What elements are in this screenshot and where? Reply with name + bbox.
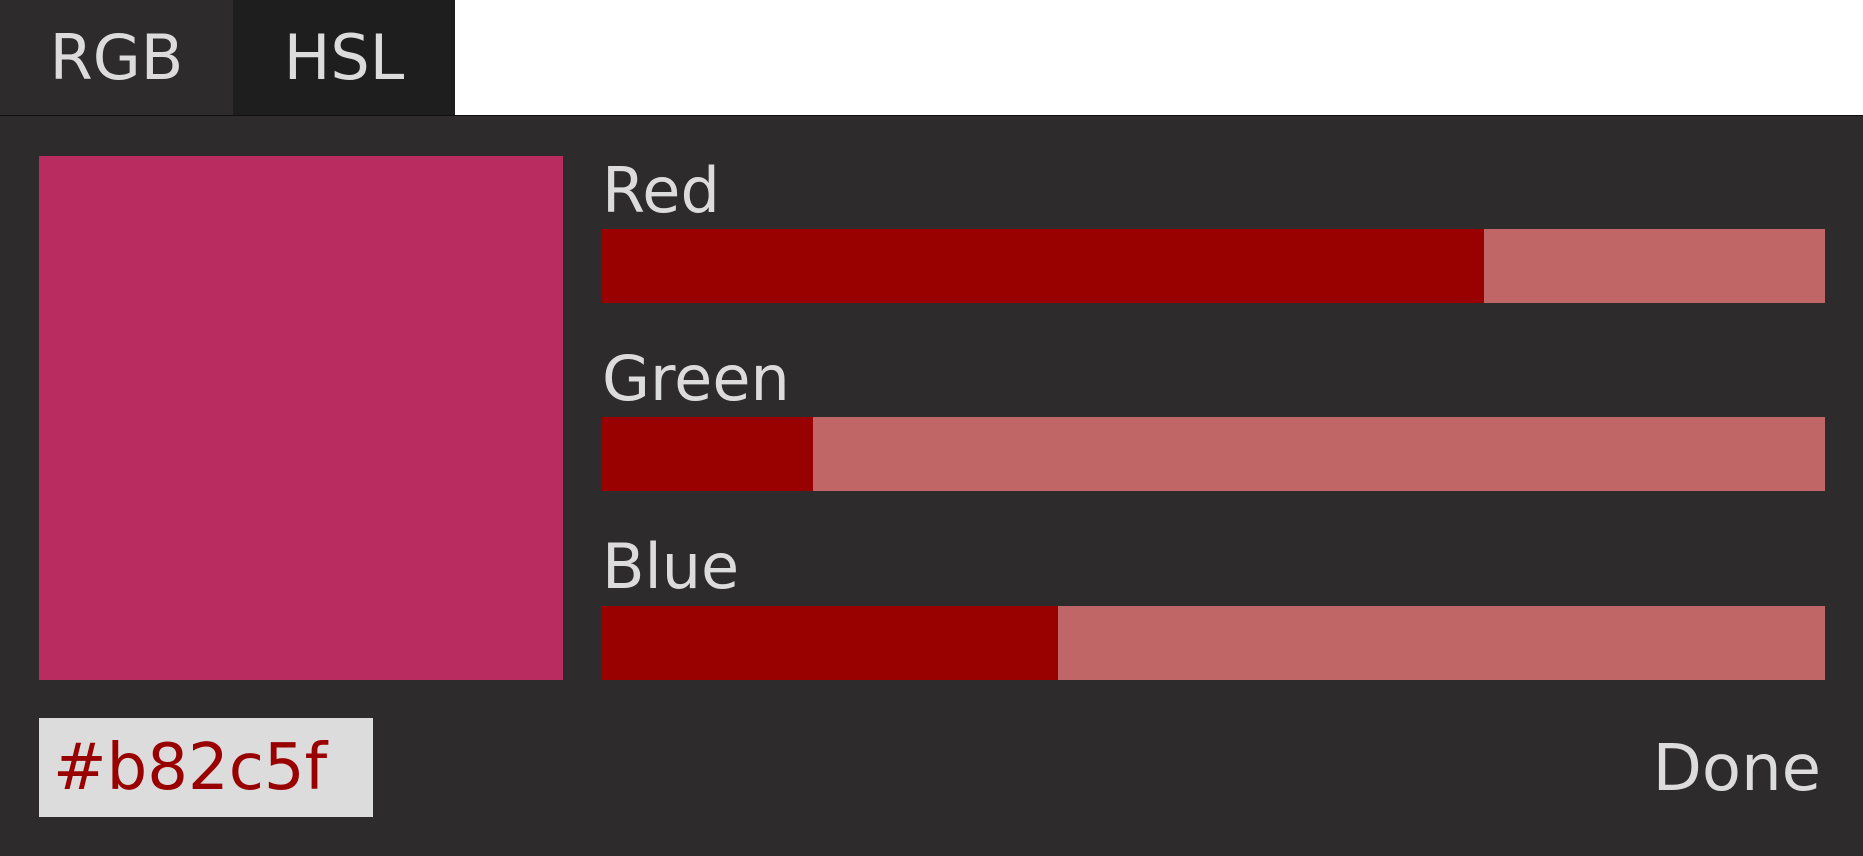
color-swatch bbox=[39, 156, 563, 680]
tab-rgb[interactable]: RGB bbox=[0, 0, 233, 115]
hex-input[interactable] bbox=[39, 718, 373, 817]
done-button[interactable]: Done bbox=[1652, 732, 1821, 806]
red-slider-fill bbox=[602, 229, 1485, 303]
tab-bar: RGB HSL bbox=[0, 0, 455, 115]
red-slider[interactable] bbox=[602, 229, 1825, 303]
green-slider-fill bbox=[602, 417, 814, 491]
blue-slider[interactable] bbox=[602, 606, 1825, 680]
tab-hsl[interactable]: HSL bbox=[233, 0, 455, 115]
blue-label: Blue bbox=[602, 530, 740, 603]
green-slider[interactable] bbox=[602, 417, 1825, 491]
red-label: Red bbox=[602, 154, 720, 227]
picker-panel: Red Green Blue Done bbox=[0, 115, 1863, 856]
blue-slider-fill bbox=[602, 606, 1058, 680]
green-label: Green bbox=[602, 342, 790, 415]
